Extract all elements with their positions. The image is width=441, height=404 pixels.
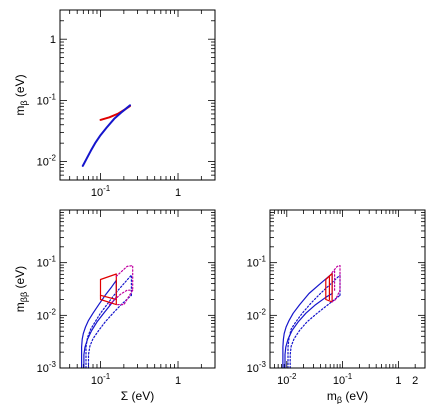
- series-line-6: [99, 273, 117, 306]
- series-line-4: [289, 294, 341, 369]
- series-line-0: [282, 273, 333, 369]
- x-tick-label: 2: [412, 375, 418, 387]
- y-tick-label: 10-1: [37, 92, 57, 107]
- x-tick-label: 10-1: [333, 372, 353, 387]
- plot-frame: [59, 9, 216, 181]
- y-tick-label: 1: [50, 34, 56, 46]
- series-line-0: [80, 279, 117, 369]
- x-tick-label: 10-1: [91, 184, 111, 199]
- y-tick-label: 10-1: [37, 255, 57, 270]
- series-line-3: [85, 274, 132, 369]
- y-tick-label: 10-1: [247, 255, 267, 270]
- x-tick-label: 1: [395, 375, 401, 387]
- x-tick-label: 10-1: [91, 372, 111, 387]
- y-tick-label: 10-2: [247, 307, 267, 322]
- plot-frame: [269, 209, 426, 369]
- y-tick-label: 10-3: [247, 360, 267, 375]
- series-line-8: [115, 265, 134, 306]
- y-tick-label: 10-3: [37, 360, 57, 375]
- panel-top-left: 10-1 1 10-2 10-1 1 mβ (eV): [13, 9, 216, 199]
- series-line-9: [108, 289, 134, 306]
- series-line-1: [83, 296, 117, 369]
- x-tick-label: 1: [175, 375, 181, 387]
- y-tick-label: 10-2: [37, 307, 57, 322]
- series-line-8: [331, 265, 341, 303]
- y-axis-label: mβ (eV): [13, 74, 29, 115]
- series-line-1: [81, 104, 131, 167]
- x-tick-label: 1: [175, 187, 181, 199]
- panel-bottom-left: 10-1 1 10-3 10-2 10-1 mββ (eV) Σ (eV): [13, 209, 216, 403]
- x-tick-label: 10-2: [277, 372, 297, 387]
- series-line-4: [87, 294, 132, 369]
- y-tick-label: 10-2: [37, 154, 57, 169]
- panel-bottom-right: 10-2 10-1 1 2 10-3 10-2 10-1 mβ (eV): [247, 209, 426, 404]
- y-axis-label: mββ (eV): [13, 266, 29, 312]
- plot-frame: [59, 209, 216, 369]
- series-line-1: [284, 292, 333, 369]
- x-axis-label: Σ (eV): [121, 389, 154, 403]
- series-line-7: [99, 294, 117, 301]
- x-axis-label: mβ (eV): [327, 389, 368, 404]
